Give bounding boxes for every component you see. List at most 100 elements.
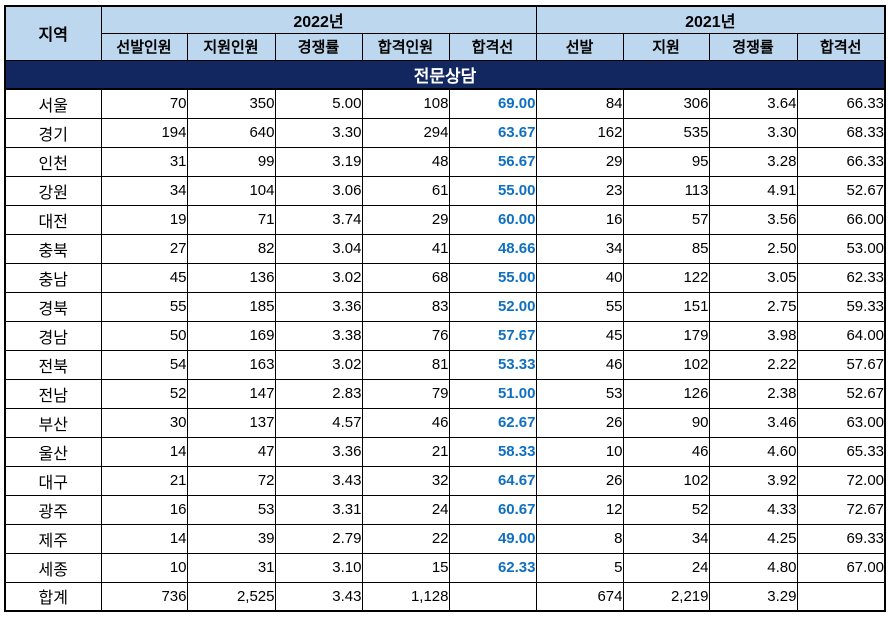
cell-selected-2021: 84 [535, 88, 624, 119]
cell-region: 전남 [4, 378, 102, 409]
cell-applicants-2021: 57 [622, 204, 710, 235]
cell-applicants-2022: 71 [186, 204, 276, 235]
cell-cutoff-2021: 65.33 [796, 436, 886, 467]
cell-cutoff-2022: 63.67 [448, 117, 537, 148]
cell-applicants-2022: 350 [186, 88, 276, 119]
cell-region: 경남 [4, 320, 102, 351]
column-header-region: 지역 [4, 5, 102, 61]
cell-applicants-2021: 179 [622, 320, 710, 351]
cell-region: 충북 [4, 233, 102, 264]
cell-region: 광주 [4, 494, 102, 525]
cell-cutoff-2022: 60.67 [448, 494, 537, 525]
cell-applicants-2022: 53 [186, 494, 276, 525]
cell-ratio-2022: 5.00 [274, 88, 363, 119]
cell-selected-2021: 26 [535, 407, 624, 438]
cell-cutoff-2021: 64.00 [796, 320, 886, 351]
cell-selected-2022: 50 [100, 320, 188, 351]
cell-passed-2022: 108 [361, 88, 450, 119]
cell-cutoff-2021 [796, 581, 886, 612]
cell-selected-2022: 14 [100, 523, 188, 554]
table-row: 경북 55 185 3.36 83 52.00 55 151 2.75 59.33 [4, 291, 886, 322]
cell-passed-2022: 68 [361, 262, 450, 293]
cell-cutoff-2021: 62.33 [796, 262, 886, 293]
column-header-cutoff-2022: 합격선 [448, 32, 537, 61]
cell-cutoff-2022: 57.67 [448, 320, 537, 351]
cell-applicants-2022: 2,525 [186, 581, 276, 612]
table-title: 전문상담 [4, 59, 886, 90]
cell-ratio-2022: 2.79 [274, 523, 363, 554]
cell-ratio-2022: 3.43 [274, 581, 363, 612]
cell-cutoff-2022: 55.00 [448, 262, 537, 293]
cell-passed-2022: 1,128 [361, 581, 450, 612]
table-row: 충남 45 136 3.02 68 55.00 40 122 3.05 62.33 [4, 262, 886, 293]
cell-selected-2022: 16 [100, 494, 188, 525]
cell-applicants-2021: 113 [622, 175, 710, 206]
table-total-row: 합계 736 2,525 3.43 1,128 674 2,219 3.29 [4, 581, 886, 612]
cell-selected-2021: 55 [535, 291, 624, 322]
table-row: 전북 54 163 3.02 81 53.33 46 102 2.22 57.67 [4, 349, 886, 380]
cell-applicants-2021: 24 [622, 552, 710, 583]
cell-cutoff-2022: 64.67 [448, 465, 537, 496]
cell-selected-2022: 736 [100, 581, 188, 612]
cell-cutoff-2022: 62.67 [448, 407, 537, 438]
cell-selected-2022: 54 [100, 349, 188, 380]
cell-cutoff-2021: 66.00 [796, 204, 886, 235]
cell-region: 세종 [4, 552, 102, 583]
cell-region: 강원 [4, 175, 102, 206]
cell-ratio-2021: 4.91 [708, 175, 798, 206]
cell-cutoff-2022: 69.00 [448, 88, 537, 119]
cell-selected-2022: 52 [100, 378, 188, 409]
cell-selected-2021: 16 [535, 204, 624, 235]
cell-ratio-2021: 4.25 [708, 523, 798, 554]
table-row: 전남 52 147 2.83 79 51.00 53 126 2.38 52.67 [4, 378, 886, 409]
cell-passed-2022: 21 [361, 436, 450, 467]
cell-region: 경기 [4, 117, 102, 148]
cell-ratio-2022: 3.04 [274, 233, 363, 264]
cell-applicants-2022: 39 [186, 523, 276, 554]
cell-applicants-2022: 137 [186, 407, 276, 438]
cell-cutoff-2022 [448, 581, 537, 612]
cell-ratio-2021: 3.98 [708, 320, 798, 351]
cell-selected-2021: 674 [535, 581, 624, 612]
cell-cutoff-2022: 56.67 [448, 146, 537, 177]
cell-selected-2022: 27 [100, 233, 188, 264]
cell-selected-2022: 194 [100, 117, 188, 148]
cell-ratio-2021: 4.33 [708, 494, 798, 525]
cell-cutoff-2022: 55.00 [448, 175, 537, 206]
table-row: 광주 16 53 3.31 24 60.67 12 52 4.33 72.67 [4, 494, 886, 525]
cell-region: 인천 [4, 146, 102, 177]
column-header-ratio-2021: 경쟁률 [708, 32, 798, 61]
cell-cutoff-2022: 58.33 [448, 436, 537, 467]
column-group-2022: 2022년 [100, 5, 537, 34]
cell-selected-2021: 53 [535, 378, 624, 409]
cell-ratio-2022: 3.10 [274, 552, 363, 583]
cell-ratio-2021: 3.05 [708, 262, 798, 293]
cell-cutoff-2021: 52.67 [796, 378, 886, 409]
cell-region: 서울 [4, 88, 102, 119]
cell-cutoff-2021: 72.67 [796, 494, 886, 525]
cell-cutoff-2021: 66.33 [796, 88, 886, 119]
counseling-table: 전문상담 지역 2022년 2021년 선발인원 지원인원 경쟁률 합격인원 합… [4, 5, 887, 612]
cell-ratio-2021: 4.80 [708, 552, 798, 583]
cell-selected-2021: 12 [535, 494, 624, 525]
cell-cutoff-2021: 57.67 [796, 349, 886, 380]
cell-selected-2021: 34 [535, 233, 624, 264]
table-body: 서울 70 350 5.00 108 69.00 84 306 3.64 66.33 경기 194 64… [4, 88, 886, 612]
cell-passed-2022: 48 [361, 146, 450, 177]
column-header-cutoff-2021: 합격선 [796, 32, 886, 61]
cell-selected-2022: 30 [100, 407, 188, 438]
cell-applicants-2021: 102 [622, 349, 710, 380]
cell-selected-2021: 46 [535, 349, 624, 380]
cell-selected-2022: 34 [100, 175, 188, 206]
cell-passed-2022: 61 [361, 175, 450, 206]
cell-cutoff-2021: 68.33 [796, 117, 886, 148]
cell-region: 부산 [4, 407, 102, 438]
year-header-row: 지역 2022년 2021년 [4, 5, 886, 61]
cell-applicants-2022: 82 [186, 233, 276, 264]
cell-applicants-2022: 72 [186, 465, 276, 496]
table-row: 대구 21 72 3.43 32 64.67 26 102 3.92 72.00 [4, 465, 886, 496]
table-row: 충북 27 82 3.04 41 48.66 34 85 2.50 53.00 [4, 233, 886, 264]
cell-ratio-2022: 3.02 [274, 262, 363, 293]
table-row: 대전 19 71 3.74 29 60.00 16 57 3.56 66.00 [4, 204, 886, 235]
